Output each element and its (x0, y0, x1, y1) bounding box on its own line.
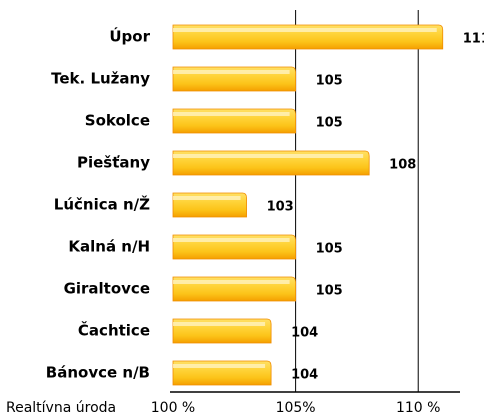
bar-highlight (173, 364, 266, 368)
value-label: 105 (316, 74, 343, 89)
category-label: Kalná n/H (68, 238, 150, 256)
value-label: 105 (316, 116, 343, 131)
value-label: 111 (463, 32, 484, 47)
x-tick-label: 110 % (396, 400, 440, 416)
value-label: 108 (389, 158, 416, 173)
bar-highlight (173, 280, 290, 284)
x-tick-label: 105% (276, 400, 316, 416)
category-label: Bánovce n/B (46, 364, 150, 382)
value-label: 104 (291, 326, 318, 341)
category-label: Giraltovce (64, 280, 150, 298)
category-label: Čachtice (78, 321, 150, 340)
value-label: 103 (267, 200, 294, 215)
bar-highlight (173, 112, 290, 116)
bar-highlight (173, 238, 290, 242)
value-label: 105 (316, 284, 343, 299)
category-label: Piešťany (77, 154, 150, 172)
bar-highlight (173, 28, 437, 32)
value-label: 105 (316, 242, 343, 257)
value-label: 104 (291, 368, 318, 383)
bar-highlight (173, 322, 266, 326)
category-label: Lúčnica n/Ž (54, 195, 150, 214)
bar-highlight (173, 154, 364, 158)
bar-highlight (173, 70, 290, 74)
x-axis-label: Realtívna úroda (6, 400, 116, 416)
category-label: Sokolce (85, 112, 150, 130)
x-tick-label: 100 % (151, 400, 195, 416)
bar-highlight (173, 196, 241, 200)
category-label: Úpor (109, 27, 150, 46)
category-label: Tek. Lužany (51, 70, 150, 88)
